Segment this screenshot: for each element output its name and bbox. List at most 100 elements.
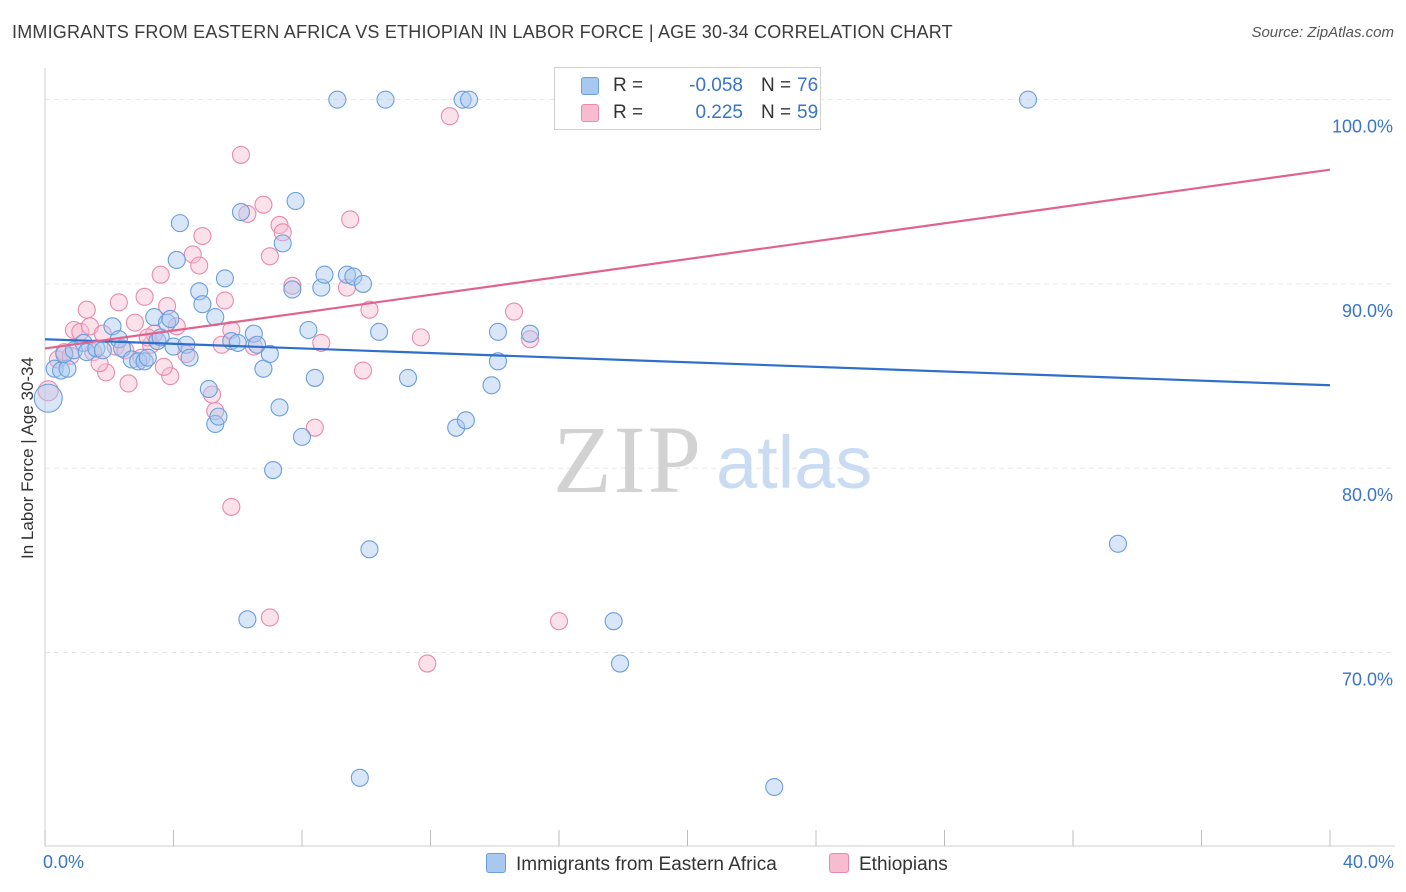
ethiopians-point <box>37 380 59 402</box>
eastern-africa-point <box>33 383 63 413</box>
eastern-africa-point <box>247 335 267 354</box>
legend-r-value: 0.225 <box>695 102 743 123</box>
ethiopians-point <box>206 402 225 421</box>
eastern-africa-point <box>244 324 263 343</box>
bottom-legend-eastern-africa: Immigrants from Eastern Africa <box>486 853 777 876</box>
eastern-africa-point <box>270 398 289 417</box>
eastern-africa-point <box>273 234 292 253</box>
ethiopians-point <box>215 291 234 310</box>
eastern-africa-point <box>344 267 363 286</box>
bottom-legend-label: Immigrants from Eastern Africa <box>516 854 777 875</box>
watermark-zip: ZIP <box>553 406 703 513</box>
ethiopians-point <box>222 497 241 516</box>
ethiopians-point <box>231 145 251 164</box>
eastern-africa-point <box>167 250 186 270</box>
ethiopians-point <box>109 293 128 312</box>
ethiopians-point <box>119 374 138 393</box>
eastern-africa-point <box>447 418 466 437</box>
ethiopians-point <box>411 328 430 347</box>
eastern-africa-point <box>199 379 218 399</box>
eastern-africa-point <box>93 341 112 360</box>
eastern-africa-point <box>1018 90 1038 109</box>
y-axis-label: In Labor Force | Age 30-34 <box>18 357 37 559</box>
axes <box>44 68 1395 847</box>
x-tick-label-max: 40.0% <box>1342 852 1394 872</box>
eastern-africa-point <box>453 90 472 109</box>
y-tick-label-90: 90.0% <box>1342 301 1393 321</box>
chart-title: IMMIGRANTS FROM EASTERN AFRICA VS ETHIOP… <box>12 22 953 42</box>
eastern-africa-point <box>1108 534 1128 553</box>
eastern-africa-point <box>328 90 347 109</box>
eastern-africa-point <box>58 359 77 378</box>
ethiopians-point <box>521 330 540 349</box>
eastern-africa-point <box>228 333 247 352</box>
ethiopians-point <box>312 333 331 352</box>
trend-lines <box>44 168 1331 387</box>
eastern-africa-point <box>209 407 228 426</box>
ethiopians-point <box>154 357 173 376</box>
eastern-africa-point <box>488 352 508 371</box>
ethiopians-point <box>360 300 379 319</box>
eastern-africa-point <box>264 461 283 480</box>
eastern-africa-point <box>488 322 508 341</box>
legend-r-label: R = <box>613 102 644 123</box>
legend-swatch-ethiopians <box>581 104 599 122</box>
ethiopians-point <box>96 363 116 382</box>
ethiopians-point <box>341 210 360 229</box>
eastern-africa-point <box>180 348 199 367</box>
trend-line-eastern-africa <box>44 338 1331 387</box>
legend-n-label: N = <box>761 75 792 96</box>
y-tick-label-100: 100.0% <box>1332 117 1393 137</box>
eastern-africa-point <box>299 320 318 340</box>
bottom-legend-swatch-ethiopians <box>829 853 849 873</box>
eastern-africa-point <box>350 768 369 787</box>
x-tick-label-min: 0.0% <box>43 852 85 872</box>
eastern-africa-point <box>260 344 279 364</box>
y-tick-labels: 70.0% 80.0% 90.0% 100.0% <box>1332 117 1393 690</box>
ethiopians-point <box>161 367 180 386</box>
eastern-africa-point <box>482 376 501 395</box>
eastern-africa-point <box>129 352 148 371</box>
eastern-africa-point <box>459 90 479 109</box>
eastern-africa-point <box>170 214 189 233</box>
eastern-africa-point <box>305 368 324 387</box>
eastern-africa-point <box>215 269 234 288</box>
y-tick-label-70: 70.0% <box>1342 670 1393 690</box>
eastern-africa-point <box>231 203 251 222</box>
source-label: Source: ZipAtlas.com <box>1251 24 1394 41</box>
ethiopians-point <box>504 302 524 321</box>
ethiopians-point <box>190 256 209 275</box>
ethiopians-point <box>238 204 257 223</box>
watermark: ZIP atlas <box>553 406 872 513</box>
eastern-africa-point <box>610 654 630 673</box>
ethiopians-point <box>440 107 459 126</box>
eastern-africa-point <box>353 274 373 293</box>
ethiopians-point <box>254 195 273 214</box>
eastern-africa-point <box>161 309 180 328</box>
eastern-africa-point <box>456 411 475 430</box>
eastern-africa-point <box>292 427 312 446</box>
ethiopians-point <box>305 418 324 437</box>
eastern-africa-point <box>283 280 302 299</box>
eastern-africa-point <box>360 540 379 559</box>
eastern-africa-point <box>521 324 540 343</box>
stats-legend: R = -0.058 N = 76 R = 0.225 N = 59 <box>554 67 821 130</box>
bottom-legend-ethiopians: Ethiopians <box>829 853 948 876</box>
legend-n-value: 76 <box>797 75 819 96</box>
ethiopians-point <box>151 265 170 284</box>
eastern-africa-point <box>376 90 395 109</box>
eastern-africa-point <box>238 610 257 629</box>
y-tick-label-80: 80.0% <box>1342 485 1393 505</box>
trend-line-ethiopians <box>44 168 1331 350</box>
eastern-africa-point <box>45 359 64 378</box>
series-ethiopians-points <box>37 90 809 673</box>
ethiopians-point <box>135 287 154 306</box>
legend-n-label: N = <box>761 102 792 123</box>
legend-n-value: 59 <box>797 102 819 123</box>
watermark-atlas: atlas <box>716 421 872 504</box>
grid-lines <box>45 99 1395 653</box>
legend-swatch-eastern-africa <box>581 77 599 95</box>
eastern-africa-point <box>398 368 418 387</box>
eastern-africa-point <box>193 295 212 314</box>
